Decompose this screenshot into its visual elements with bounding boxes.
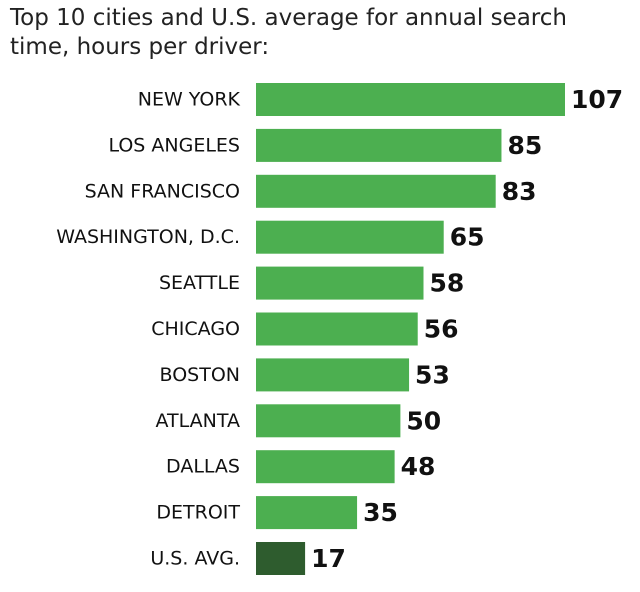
value-label-dallas: 48 [401, 452, 436, 481]
category-label-u-s-avg: U.S. AVG. [150, 548, 240, 570]
bar-u-s-avg [256, 542, 306, 575]
bar-chicago [256, 312, 418, 346]
category-label-chicago: CHICAGO [151, 318, 240, 340]
category-label-atlanta: ATLANTA [156, 410, 241, 432]
category-label-new-york: NEW YORK [138, 89, 241, 111]
value-label-san-francisco: 83 [502, 177, 537, 206]
value-label-atlanta: 50 [406, 406, 441, 435]
category-label-seattle: SEATTLE [159, 272, 240, 294]
value-label-chicago: 56 [424, 315, 459, 344]
category-label-detroit: DETROIT [156, 502, 240, 524]
bar-san-francisco [256, 174, 496, 208]
value-label-new-york: 107 [571, 85, 623, 114]
category-label-boston: BOSTON [160, 364, 241, 386]
value-label-boston: 53 [415, 360, 450, 389]
bar-los-angeles [256, 128, 502, 162]
bar-dallas [256, 450, 395, 484]
category-label-dallas: DALLAS [166, 456, 240, 478]
category-label-washington-d-c: WASHINGTON, D.C. [56, 226, 240, 248]
bar-detroit [256, 496, 358, 530]
bar-atlanta [256, 404, 401, 438]
bar-boston [256, 358, 410, 392]
value-label-detroit: 35 [363, 498, 398, 527]
value-label-washington-d-c: 65 [450, 223, 485, 252]
bar-seattle [256, 266, 424, 300]
value-label-los-angeles: 85 [507, 131, 542, 160]
category-label-san-francisco: SAN FRANCISCO [85, 180, 240, 202]
bar-new-york [256, 83, 565, 116]
bar-washington-d-c [256, 220, 444, 254]
value-label-seattle: 58 [429, 269, 464, 298]
chart-title: Top 10 cities and U.S. average for annua… [10, 5, 567, 60]
value-label-u-s-avg: 17 [311, 544, 346, 573]
category-label-los-angeles: LOS ANGELES [108, 134, 240, 156]
